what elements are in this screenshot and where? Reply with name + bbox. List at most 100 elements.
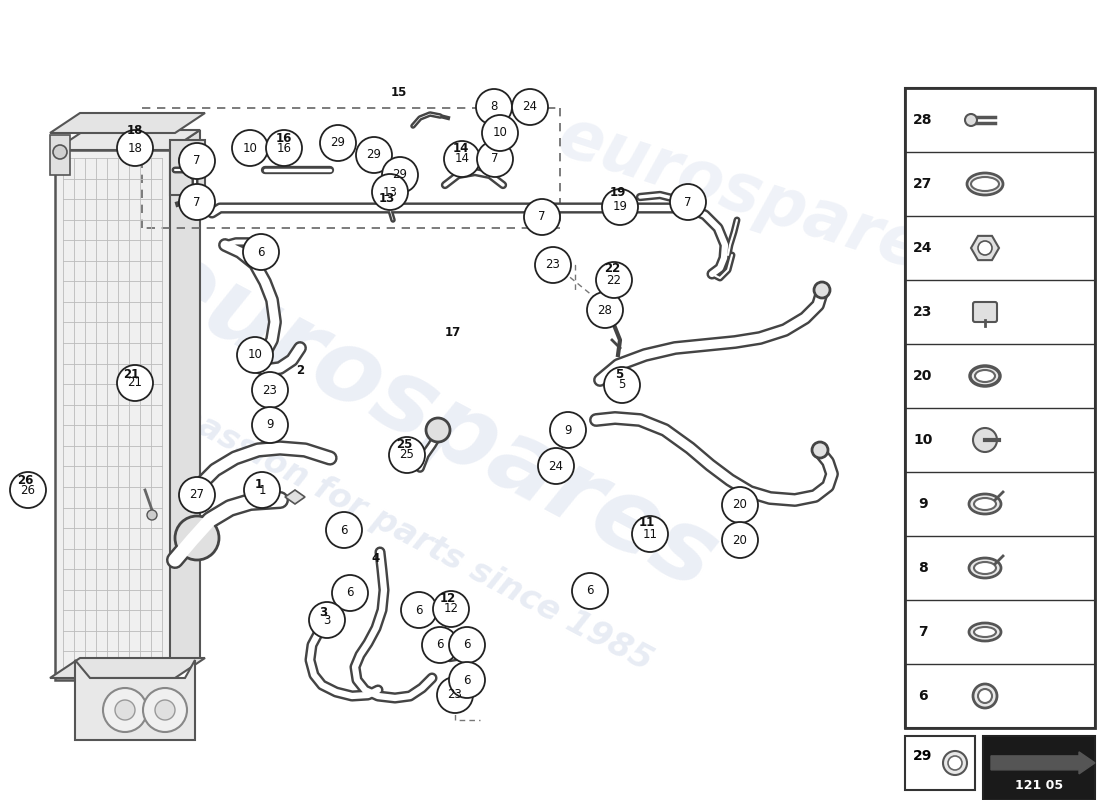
Text: 20: 20: [733, 498, 747, 511]
Text: 26: 26: [21, 483, 35, 497]
Circle shape: [155, 700, 175, 720]
Text: 121 05: 121 05: [1015, 779, 1063, 793]
Text: 19: 19: [609, 186, 626, 198]
Circle shape: [449, 627, 485, 663]
FancyBboxPatch shape: [905, 88, 1094, 728]
Circle shape: [538, 448, 574, 484]
Text: 23: 23: [263, 383, 277, 397]
Text: 21: 21: [128, 377, 143, 390]
Circle shape: [320, 125, 356, 161]
Circle shape: [243, 234, 279, 270]
Text: 2: 2: [296, 363, 304, 377]
Circle shape: [53, 145, 67, 159]
Circle shape: [382, 157, 418, 193]
Ellipse shape: [969, 558, 1001, 578]
Text: 12: 12: [440, 591, 456, 605]
Circle shape: [389, 437, 425, 473]
Circle shape: [602, 189, 638, 225]
Text: 9: 9: [564, 423, 572, 437]
Text: 16: 16: [276, 142, 292, 154]
Circle shape: [252, 407, 288, 443]
Text: 27: 27: [189, 489, 205, 502]
Circle shape: [444, 141, 480, 177]
Ellipse shape: [971, 177, 999, 191]
Circle shape: [422, 627, 458, 663]
Ellipse shape: [974, 562, 996, 574]
Text: 28: 28: [913, 113, 933, 127]
Text: 7: 7: [918, 625, 927, 639]
Text: 6: 6: [257, 246, 265, 258]
Text: 6: 6: [416, 603, 422, 617]
Text: eurospares: eurospares: [128, 229, 733, 611]
Circle shape: [143, 688, 187, 732]
Circle shape: [266, 130, 302, 166]
Circle shape: [426, 418, 450, 442]
Text: 25: 25: [399, 449, 415, 462]
Circle shape: [632, 516, 668, 552]
Text: 22: 22: [606, 274, 621, 286]
Polygon shape: [971, 236, 999, 260]
Text: 14: 14: [453, 142, 470, 154]
Ellipse shape: [975, 370, 996, 382]
Text: 9: 9: [918, 497, 927, 511]
Polygon shape: [50, 113, 205, 133]
Text: 1: 1: [258, 483, 266, 497]
Circle shape: [670, 184, 706, 220]
Text: 23: 23: [448, 689, 462, 702]
Ellipse shape: [969, 623, 1001, 641]
Ellipse shape: [970, 366, 1000, 386]
Circle shape: [326, 512, 362, 548]
Text: 7: 7: [194, 195, 200, 209]
FancyBboxPatch shape: [170, 140, 205, 195]
Text: 11: 11: [642, 527, 658, 541]
Circle shape: [512, 89, 548, 125]
Text: 12: 12: [443, 602, 459, 615]
Circle shape: [10, 472, 46, 508]
Circle shape: [978, 241, 992, 255]
Text: 28: 28: [597, 303, 613, 317]
Text: 6: 6: [437, 638, 443, 651]
Circle shape: [402, 592, 437, 628]
Circle shape: [309, 602, 345, 638]
Circle shape: [814, 282, 830, 298]
Text: 6: 6: [918, 689, 927, 703]
Text: 23: 23: [546, 258, 560, 271]
Polygon shape: [55, 130, 200, 150]
Text: 10: 10: [248, 349, 263, 362]
Text: 19: 19: [613, 201, 627, 214]
Text: 18: 18: [126, 123, 143, 137]
Text: 4: 4: [372, 551, 381, 565]
Circle shape: [437, 677, 473, 713]
Circle shape: [179, 184, 214, 220]
Polygon shape: [170, 130, 200, 680]
Text: 21: 21: [123, 367, 139, 381]
Text: 10: 10: [243, 142, 257, 154]
Text: 16: 16: [276, 131, 293, 145]
Circle shape: [244, 472, 280, 508]
Circle shape: [974, 428, 997, 452]
Text: 20: 20: [913, 369, 933, 383]
FancyArrow shape: [991, 752, 1094, 774]
Text: 24: 24: [522, 101, 538, 114]
Circle shape: [812, 442, 828, 458]
Circle shape: [179, 152, 195, 168]
Ellipse shape: [967, 173, 1003, 195]
Text: 18: 18: [128, 142, 142, 154]
Text: 13: 13: [383, 186, 397, 198]
Circle shape: [978, 689, 992, 703]
Circle shape: [722, 487, 758, 523]
Text: 29: 29: [393, 169, 407, 182]
Circle shape: [179, 143, 214, 179]
Circle shape: [482, 115, 518, 151]
Text: 6: 6: [463, 674, 471, 686]
Ellipse shape: [974, 498, 996, 510]
Text: 24: 24: [549, 459, 563, 473]
Text: 6: 6: [463, 638, 471, 651]
Circle shape: [236, 337, 273, 373]
Text: eurospares: eurospares: [549, 103, 970, 297]
Circle shape: [948, 756, 962, 770]
Circle shape: [550, 412, 586, 448]
Text: 5: 5: [618, 378, 626, 391]
Polygon shape: [55, 150, 170, 680]
Text: 27: 27: [913, 177, 933, 191]
